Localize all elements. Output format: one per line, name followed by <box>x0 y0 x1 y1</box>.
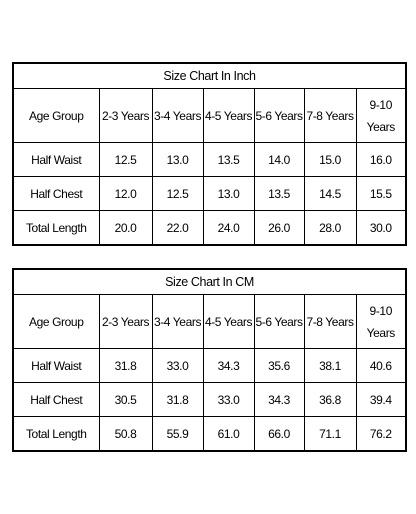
header-row: Age Group 2-3 Years 3-4 Years 4-5 Years 5-6 … <box>12 294 407 349</box>
cell: 20.0 <box>98 210 153 246</box>
cell: 66.0 <box>253 416 305 452</box>
cell: 16.0 <box>355 142 407 177</box>
header-row: Age Group 2-3 Years 3-4 Years 4-5 Years 5-6 … <box>12 88 407 143</box>
row-label: Total Length <box>12 416 100 452</box>
cell: 35.6 <box>253 348 305 383</box>
cell: 34.3 <box>253 382 305 417</box>
header-cell: 9-10 Years <box>355 88 407 143</box>
cell: 26.0 <box>253 210 305 246</box>
title-row: Size Chart In Inch <box>12 62 407 89</box>
cell: 14.0 <box>253 142 305 177</box>
row-label: Half Waist <box>12 348 100 383</box>
data-row: Total Length 50.8 55.9 61.0 66.0 71.1 76.2 <box>12 416 407 452</box>
table-title: Size Chart In CM <box>12 268 407 295</box>
header-cell: 4-5 Years <box>202 294 255 349</box>
table-title: Size Chart In Inch <box>12 62 407 89</box>
data-row: Half Chest 30.5 31.8 33.0 34.3 36.8 39.4 <box>12 382 407 417</box>
cell: 38.1 <box>303 348 357 383</box>
cell: 22.0 <box>151 210 204 246</box>
header-cell: 2-3 Years <box>98 294 153 349</box>
cell: 12.5 <box>98 142 153 177</box>
header-cell: Age Group <box>12 88 100 143</box>
data-row: Total Length 20.0 22.0 24.0 26.0 28.0 30.0 <box>12 210 407 246</box>
cell: 31.8 <box>151 382 204 417</box>
row-label: Half Chest <box>12 382 100 417</box>
data-row: Half Chest 12.0 12.5 13.0 13.5 14.5 15.5 <box>12 176 407 211</box>
cell: 28.0 <box>303 210 357 246</box>
cell: 33.0 <box>202 382 255 417</box>
cell: 14.5 <box>303 176 357 211</box>
cell: 15.5 <box>355 176 407 211</box>
size-table: Size Chart In CM Age Group 2-3 Years 3-4 Ye… <box>12 268 408 452</box>
cell: 36.8 <box>303 382 357 417</box>
cell: 50.8 <box>98 416 153 452</box>
header-cell: 7-8 Years <box>303 88 357 143</box>
cell: 40.6 <box>355 348 407 383</box>
cell: 12.0 <box>98 176 153 211</box>
title-row: Size Chart In CM <box>12 268 407 295</box>
header-cell: 4-5 Years <box>202 88 255 143</box>
cell: 30.5 <box>98 382 153 417</box>
cell: 55.9 <box>151 416 204 452</box>
cell: 61.0 <box>202 416 255 452</box>
cell: 71.1 <box>303 416 357 452</box>
cell: 33.0 <box>151 348 204 383</box>
row-label: Half Chest <box>12 176 100 211</box>
cell: 13.5 <box>202 142 255 177</box>
header-cell: 5-6 Years <box>253 88 305 143</box>
cell: 15.0 <box>303 142 357 177</box>
header-cell: 3-4 Years <box>151 88 204 143</box>
cell: 13.5 <box>253 176 305 211</box>
cell: 76.2 <box>355 416 407 452</box>
cell: 30.0 <box>355 210 407 246</box>
cell: 34.3 <box>202 348 255 383</box>
size-table: Size Chart In Inch Age Group 2-3 Years 3-4 … <box>12 62 408 246</box>
cell: 31.8 <box>98 348 153 383</box>
cell: 13.0 <box>202 176 255 211</box>
header-cell: 2-3 Years <box>98 88 153 143</box>
header-cell: Age Group <box>12 294 100 349</box>
data-row: Half Waist 31.8 33.0 34.3 35.6 38.1 40.6 <box>12 348 407 383</box>
header-cell: 5-6 Years <box>253 294 305 349</box>
header-cell: 9-10 Years <box>355 294 407 349</box>
cell: 39.4 <box>355 382 407 417</box>
header-cell: 3-4 Years <box>151 294 204 349</box>
header-cell: 7-8 Years <box>303 294 357 349</box>
row-label: Total Length <box>12 210 100 246</box>
data-row: Half Waist 12.5 13.0 13.5 14.0 15.0 16.0 <box>12 142 407 177</box>
cell: 12.5 <box>151 176 204 211</box>
cell: 24.0 <box>202 210 255 246</box>
row-label: Half Waist <box>12 142 100 177</box>
cell: 13.0 <box>151 142 204 177</box>
